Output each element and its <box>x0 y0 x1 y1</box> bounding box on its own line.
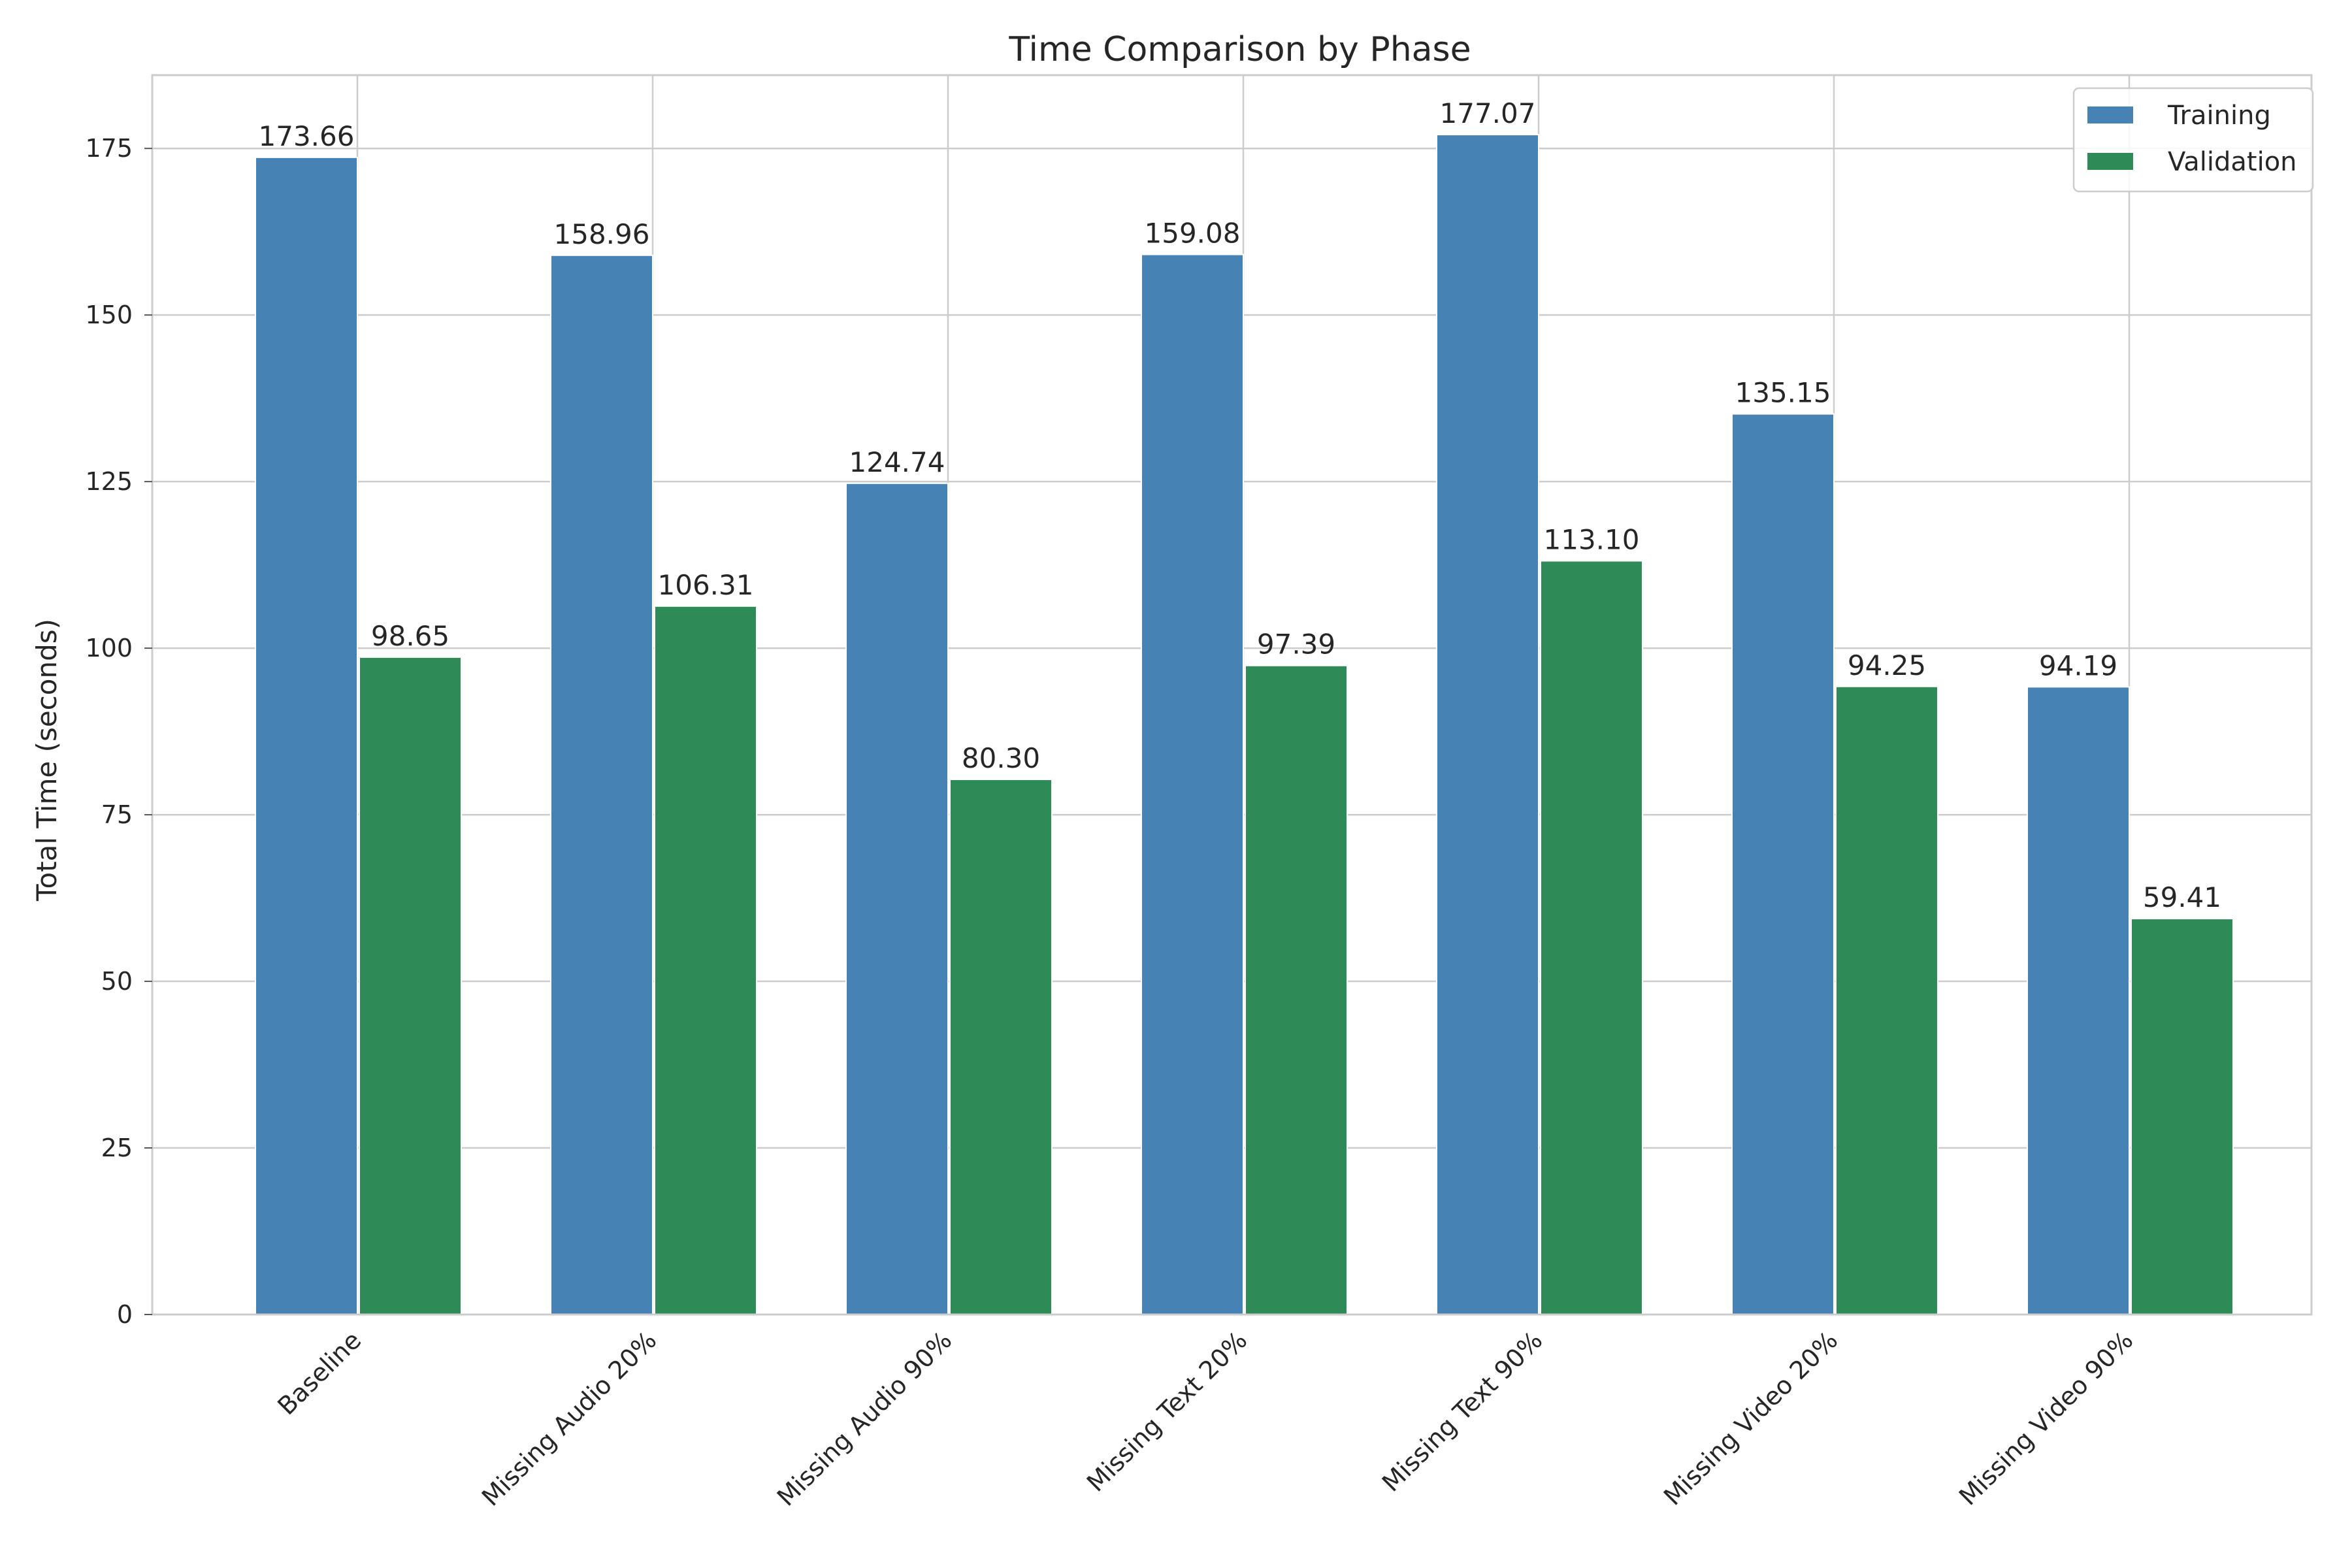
y-tick-label: 50 <box>101 967 133 996</box>
y-tick-label: 25 <box>101 1134 133 1162</box>
legend-label-training: Training <box>2167 101 2271 131</box>
bar-value-label: 113.10 <box>1544 524 1640 556</box>
legend-frame <box>2072 87 2314 193</box>
bar-validation <box>2131 918 2234 1315</box>
bar-value-label: 59.41 <box>2143 881 2221 913</box>
bar-value-label: 98.65 <box>371 620 449 652</box>
bar-value-label: 177.07 <box>1440 97 1536 129</box>
y-axis-label: Total Time (seconds) <box>31 619 63 902</box>
bar-value-label: 106.31 <box>658 569 754 601</box>
bar-validation <box>949 779 1053 1315</box>
legend-swatch-validation <box>2087 153 2133 170</box>
bar-value-label: 97.39 <box>1257 629 1335 661</box>
bar-validation <box>359 656 462 1315</box>
plot-frame <box>151 74 2313 1316</box>
bar-validation <box>654 605 757 1315</box>
bar-validation <box>1245 664 1348 1315</box>
legend-swatch-training <box>2087 106 2133 123</box>
bar-value-label: 159.08 <box>1145 218 1241 250</box>
y-tick-label: 150 <box>85 301 133 329</box>
bar-value-label: 173.66 <box>259 120 355 152</box>
y-tick-label: 100 <box>85 634 133 662</box>
bar-training <box>2027 686 2130 1315</box>
legend-label-validation: Validation <box>2168 147 2297 177</box>
bar-training <box>1436 134 1539 1315</box>
legend: Training Validation <box>2072 87 2314 193</box>
bar-validation <box>1540 560 1643 1315</box>
bar-value-label: 94.19 <box>2039 649 2117 681</box>
y-tick-label: 0 <box>117 1300 133 1329</box>
bar-value-label: 135.15 <box>1735 377 1831 409</box>
bar-validation <box>1835 685 1938 1315</box>
bar-training <box>845 482 949 1315</box>
bar-training <box>1141 253 1244 1315</box>
y-tick-label: 125 <box>85 467 133 496</box>
bar-training <box>550 254 653 1315</box>
bars <box>255 134 2234 1315</box>
data-labels: 173.66 158.96 124.74 159.08 177.07 135.15 94.1… <box>259 97 2222 913</box>
bar-training <box>255 156 358 1315</box>
y-tick-label: 175 <box>85 134 133 163</box>
y-tick-label: 75 <box>101 800 133 829</box>
bar-value-label: 124.74 <box>849 446 945 478</box>
bar-value-label: 158.96 <box>554 218 650 250</box>
bar-value-label: 80.30 <box>962 742 1040 774</box>
chart-title: Time Comparison by Phase <box>1008 30 1471 69</box>
bar-training <box>1731 413 1835 1315</box>
bar-value-label: 94.25 <box>1848 649 1926 681</box>
